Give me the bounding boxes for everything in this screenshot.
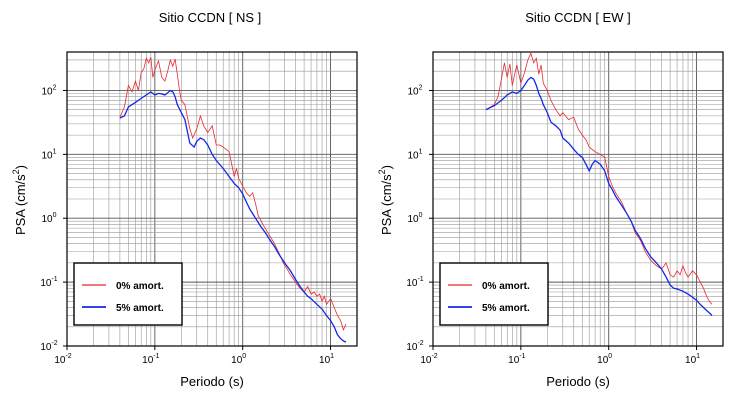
series-line-damped <box>119 89 347 343</box>
x-tick-label: 101 <box>685 353 700 366</box>
y-tick-label: 102 <box>41 84 56 97</box>
series-line-damped <box>485 76 713 316</box>
y-tick-label: 10-1 <box>40 276 57 289</box>
y-tick-label: 10-1 <box>406 276 423 289</box>
y-tick-label: 10-2 <box>40 340 57 353</box>
legend: 0% amort. 5% amort. <box>439 262 549 326</box>
series-line-undamped <box>485 52 713 305</box>
x-tick-label: 10-2 <box>420 353 437 366</box>
chart-panel-0: 10-2 10-1 100 101 10-2 10-1 100 101 102 Sitio CCD… <box>11 10 358 389</box>
x-tick-label: 10-2 <box>54 353 71 366</box>
x-axis-label: Periodo (s) <box>180 374 244 389</box>
y-tick-label: 10-2 <box>406 340 423 353</box>
series-line-undamped <box>119 57 347 331</box>
chart-panel-1: 10-2 10-1 100 101 10-2 10-1 100 101 102 Sitio CCD… <box>377 10 724 389</box>
legend-label: 5% amort. <box>482 303 530 314</box>
x-tick-label: 100 <box>231 353 246 366</box>
grid <box>66 51 358 347</box>
chart-title: Sitio CCDN [ EW ] <box>525 10 630 25</box>
y-tick-label: 101 <box>407 148 422 161</box>
x-tick-label: 101 <box>319 353 334 366</box>
y-tick-label: 100 <box>41 212 56 225</box>
legend-label: 0% amort. <box>116 281 164 292</box>
x-axis-label: Periodo (s) <box>546 374 610 389</box>
legend-label: 5% amort. <box>116 303 164 314</box>
chart-title: Sitio CCDN [ NS ] <box>159 10 262 25</box>
legend-label: 0% amort. <box>482 281 530 292</box>
y-axis-label: PSA (cm/s2) <box>377 165 394 235</box>
x-tick-label: 100 <box>597 353 612 366</box>
y-tick-label: 102 <box>407 84 422 97</box>
legend-box <box>439 262 549 326</box>
plot-frame <box>66 51 358 347</box>
legend-box <box>73 262 183 326</box>
plot-frame <box>432 51 724 347</box>
y-axis-label: PSA (cm/s2) <box>11 165 28 235</box>
legend: 0% amort. 5% amort. <box>73 262 183 326</box>
y-tick-label: 101 <box>41 148 56 161</box>
y-tick-label: 100 <box>407 212 422 225</box>
x-tick-label: 10-1 <box>142 353 159 366</box>
x-tick-label: 10-1 <box>508 353 525 366</box>
